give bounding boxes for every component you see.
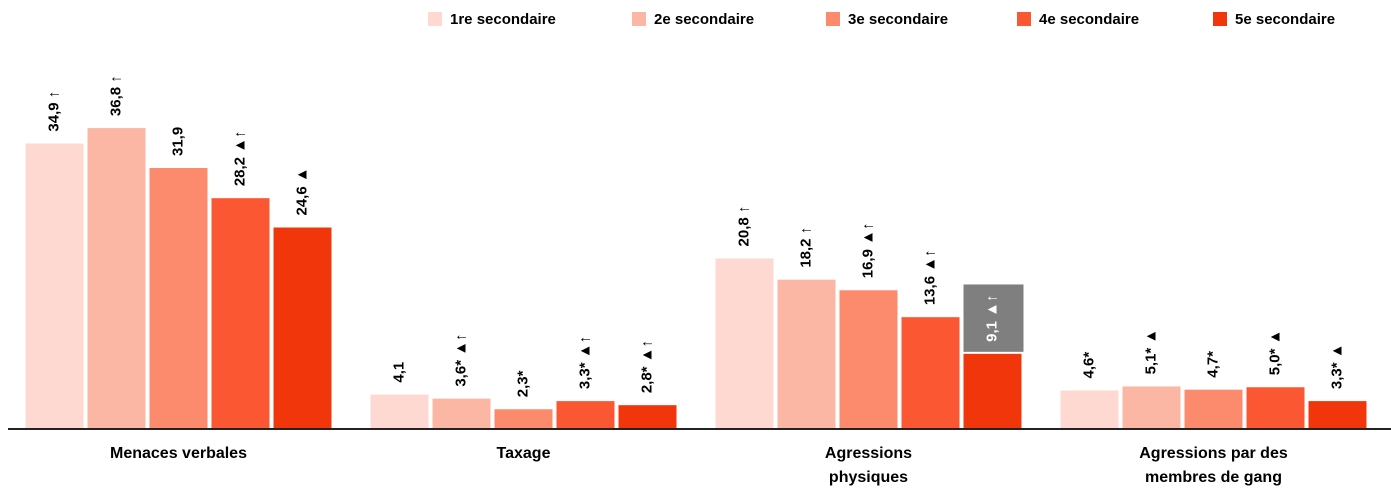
- bar: [211, 198, 270, 428]
- legend-label: 5e secondaire: [1235, 11, 1335, 28]
- value-label: 5,0* ▲: [1266, 330, 1283, 376]
- bar: [370, 394, 429, 428]
- legend-label: 1re secondaire: [450, 11, 556, 28]
- bar: [963, 353, 1022, 428]
- value-label: 36,8 ↑: [107, 75, 124, 116]
- x-tick-label: Taxage: [496, 445, 551, 462]
- bar: [901, 317, 960, 428]
- bar: [1122, 386, 1181, 428]
- value-label: 24,6 ▲: [293, 167, 310, 215]
- value-label: 34,9 ↑: [45, 91, 62, 132]
- value-label: 3,3* ▲↑: [576, 336, 593, 389]
- value-label: 3,3* ▲: [1328, 343, 1345, 389]
- value-label: 4,7*: [1204, 351, 1221, 378]
- legend-swatch: [428, 12, 442, 26]
- bar: [715, 258, 774, 428]
- value-label: 28,2 ▲↑: [231, 130, 248, 186]
- bar: [777, 279, 836, 428]
- value-label: 16,9 ▲↑: [859, 223, 876, 279]
- bar: [618, 405, 677, 428]
- value-label: 4,6*: [1080, 352, 1097, 379]
- legend-label: 4e secondaire: [1039, 11, 1139, 28]
- value-label: 3,6* ▲↑: [452, 333, 469, 386]
- bar: [1246, 387, 1305, 428]
- bar: [1308, 401, 1367, 428]
- bar: [273, 227, 332, 428]
- bar: [149, 168, 208, 428]
- value-label: 13,6 ▲↑: [921, 249, 938, 305]
- bar: [25, 143, 84, 428]
- x-tick-label: Agressions par des membres de gang: [1139, 445, 1288, 486]
- legend-swatch: [1213, 12, 1227, 26]
- bar: [1060, 390, 1119, 428]
- legend-swatch: [1017, 12, 1031, 26]
- legend-label: 3e secondaire: [848, 11, 948, 28]
- value-label: 31,9: [169, 127, 186, 156]
- bar: [494, 409, 553, 428]
- bar: [556, 401, 615, 428]
- value-label-box: [963, 284, 1024, 352]
- legend-swatch: [632, 12, 646, 26]
- legend-label: 2e secondaire: [654, 11, 754, 28]
- value-label: 4,1: [390, 362, 407, 383]
- value-label: 2,8* ▲↑: [638, 340, 655, 393]
- value-label: 18,2 ↑: [797, 227, 814, 268]
- x-tick-label: Agressions physiques: [824, 445, 913, 486]
- bar: [432, 398, 491, 428]
- legend-swatch: [826, 12, 840, 26]
- x-tick-label: Menaces verbales: [110, 445, 247, 462]
- value-label: 20,8 ↑: [735, 206, 752, 247]
- bar: [1184, 389, 1243, 428]
- value-label: 9,1 ▲↑: [983, 294, 1000, 341]
- value-label: 2,3*: [514, 370, 531, 397]
- bar: [87, 128, 146, 428]
- bar: [839, 290, 898, 428]
- value-label: 5,1* ▲: [1142, 329, 1159, 375]
